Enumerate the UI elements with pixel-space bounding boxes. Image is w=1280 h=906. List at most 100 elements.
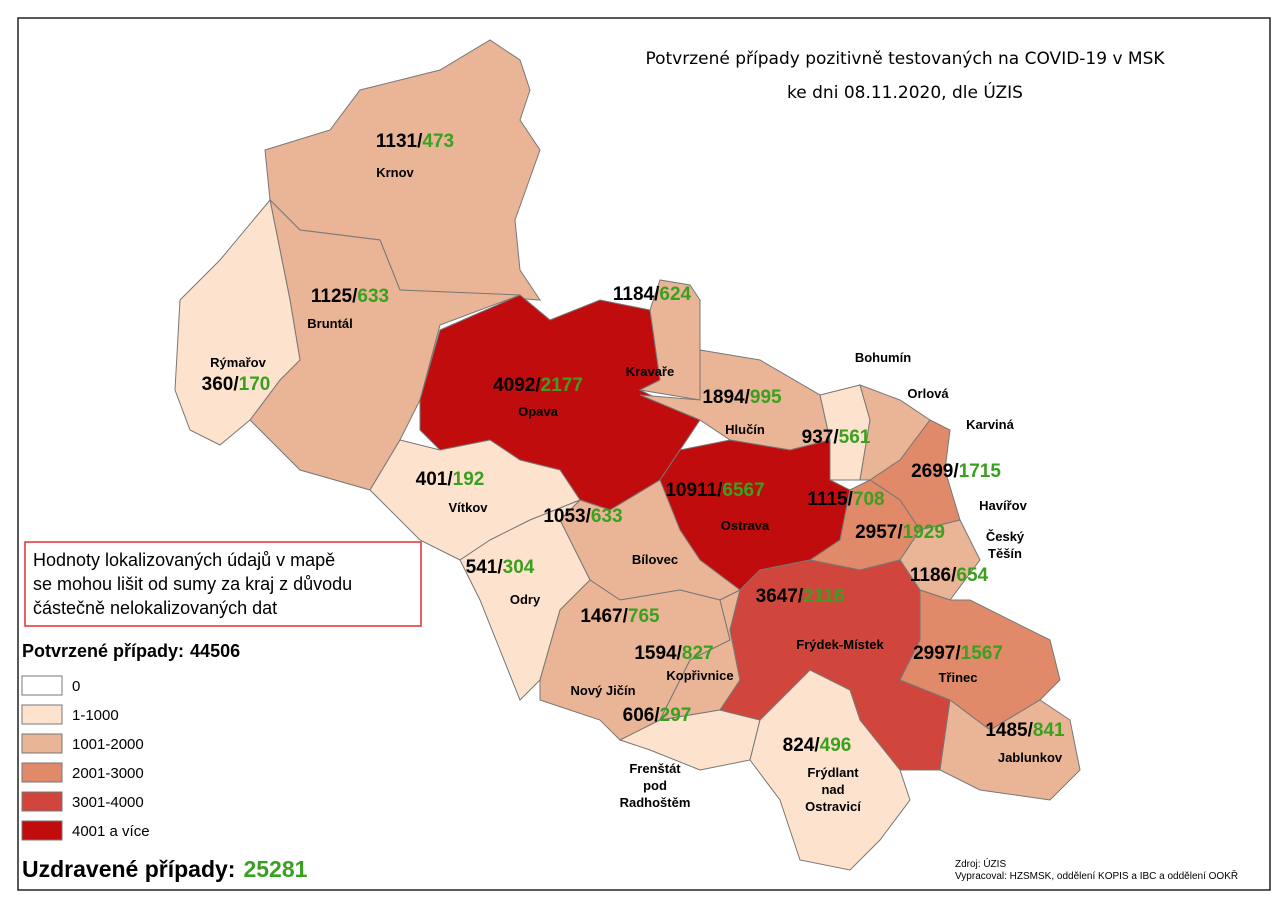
separator: / bbox=[447, 469, 453, 490]
region-name: Krnov bbox=[376, 165, 414, 180]
recovered-count: 297 bbox=[660, 705, 692, 726]
title: ke dni 08.11.2020, dle ÚZIS bbox=[787, 81, 1023, 103]
region-counts: 1894/995 bbox=[702, 387, 782, 408]
recovered-count: 304 bbox=[503, 557, 535, 578]
region-name: Frýdlant bbox=[807, 765, 859, 780]
separator: / bbox=[352, 286, 358, 307]
recovered-total-label: Uzdravené případy: bbox=[22, 856, 235, 882]
legend-swatch bbox=[21, 675, 63, 696]
region-shape bbox=[749, 669, 911, 871]
separator: / bbox=[654, 705, 660, 726]
region-name: Odry bbox=[510, 592, 541, 607]
legend-title: Potvrzené případy: 44506 bbox=[22, 641, 240, 661]
region-counts: 2957/1929 bbox=[855, 522, 945, 543]
title: Potvrzené případy pozitivně testovaných … bbox=[645, 49, 1165, 69]
region-counts: 1125/633 bbox=[311, 286, 389, 307]
separator: / bbox=[1028, 720, 1034, 741]
confirmed-count: 1467 bbox=[580, 606, 622, 627]
separator: / bbox=[677, 643, 683, 664]
confirmed-count: 606 bbox=[623, 705, 655, 726]
recovered-count: 561 bbox=[839, 427, 871, 448]
confirmed-count: 4092 bbox=[493, 375, 535, 396]
region-counts: 1053/633 bbox=[543, 506, 622, 527]
confirmed-count: 937 bbox=[802, 427, 834, 448]
recovered-count: 170 bbox=[239, 374, 271, 395]
region-name: pod bbox=[643, 778, 667, 793]
region-counts: 3647/2116 bbox=[756, 586, 845, 607]
confirmed-count: 1485 bbox=[985, 720, 1028, 741]
region-name: Hlučín bbox=[725, 422, 765, 437]
confirmed-count: 3647 bbox=[756, 586, 798, 607]
confirmed-count: 1053 bbox=[543, 506, 585, 527]
region-name: Těšín bbox=[988, 546, 1022, 561]
recovered-count: 496 bbox=[820, 735, 852, 756]
separator: / bbox=[233, 374, 239, 395]
region-name: Rýmařov bbox=[210, 355, 266, 370]
region-name: Orlová bbox=[907, 386, 949, 401]
region-name: nad bbox=[821, 782, 844, 797]
recovered-count: 1715 bbox=[959, 461, 1002, 482]
recovered-count: 2116 bbox=[803, 586, 844, 607]
confirmed-count: 1184 bbox=[613, 284, 655, 305]
source: Vypracoval: HZSMSK, oddělení KOPIS a IBC… bbox=[955, 869, 1238, 882]
recovered-count: 633 bbox=[357, 286, 389, 307]
recovered-count: 2177 bbox=[541, 375, 583, 396]
note-box bbox=[24, 541, 422, 627]
region-name: Havířov bbox=[979, 498, 1027, 513]
separator: / bbox=[833, 427, 839, 448]
confirmed-count: 1115 bbox=[807, 489, 848, 510]
region-counts: 606/297 bbox=[623, 705, 692, 726]
legend-label: 0 bbox=[72, 678, 80, 695]
region-counts: 1131/473 bbox=[376, 131, 454, 152]
region-shape bbox=[939, 699, 1081, 801]
confirmed-count: 10911 bbox=[665, 480, 717, 501]
region-name: Karviná bbox=[966, 417, 1014, 432]
region-counts: 360/170 bbox=[202, 374, 271, 395]
legend-total: 44506 bbox=[190, 641, 240, 661]
region-counts: 1115/708 bbox=[807, 489, 884, 510]
frame bbox=[17, 17, 1271, 891]
region-name: Radhoštěm bbox=[620, 795, 691, 810]
recovered-count: 708 bbox=[853, 489, 885, 510]
separator: / bbox=[814, 735, 820, 756]
separator: / bbox=[417, 131, 423, 152]
region-name: Bohumín bbox=[855, 350, 911, 365]
region-name: Český bbox=[986, 529, 1025, 544]
region-counts: 1594/827 bbox=[634, 643, 713, 664]
labels: 1131/473Krnov1125/633Bruntál360/170Rýmař… bbox=[202, 131, 1065, 814]
confirmed-count: 2997 bbox=[913, 643, 955, 664]
recovered-count: 765 bbox=[628, 606, 660, 627]
recovered-count: 841 bbox=[1033, 720, 1065, 741]
recovered-count: 995 bbox=[750, 387, 782, 408]
confirmed-count: 824 bbox=[783, 735, 815, 756]
region-counts: 541/304 bbox=[466, 557, 535, 578]
confirmed-count: 1594 bbox=[634, 643, 677, 664]
region-name: Ostrava bbox=[721, 518, 770, 533]
separator: / bbox=[717, 480, 723, 501]
legend-swatch bbox=[21, 704, 63, 725]
region-name: Vítkov bbox=[448, 500, 488, 515]
recovered-count: 1929 bbox=[903, 522, 945, 543]
separator: / bbox=[897, 522, 903, 543]
region-counts: 10911/6567 bbox=[665, 480, 764, 501]
region-name: Kopřivnice bbox=[666, 668, 733, 683]
legend-swatch bbox=[21, 733, 63, 754]
region-shape bbox=[174, 198, 301, 446]
legend-swatch bbox=[21, 820, 63, 841]
region-name: Frenštát bbox=[629, 761, 681, 776]
confirmed-count: 1125 bbox=[311, 286, 353, 307]
confirmed-count: 1131 bbox=[376, 131, 418, 152]
confirmed-count: 360 bbox=[202, 374, 234, 395]
confirmed-count: 1894 bbox=[702, 387, 745, 408]
legend-swatch bbox=[21, 791, 63, 812]
separator: / bbox=[623, 606, 629, 627]
region-counts: 1485/841 bbox=[985, 720, 1065, 741]
region-counts: 1184/624 bbox=[613, 284, 692, 305]
region-name: Frýdek-Místek bbox=[796, 637, 884, 652]
region-counts: 4092/2177 bbox=[493, 375, 583, 396]
legend-label: 2001-3000 bbox=[72, 765, 144, 782]
separator: / bbox=[951, 565, 957, 586]
source: Zdroj: ÚZIS bbox=[955, 857, 1006, 870]
separator: / bbox=[654, 284, 660, 305]
